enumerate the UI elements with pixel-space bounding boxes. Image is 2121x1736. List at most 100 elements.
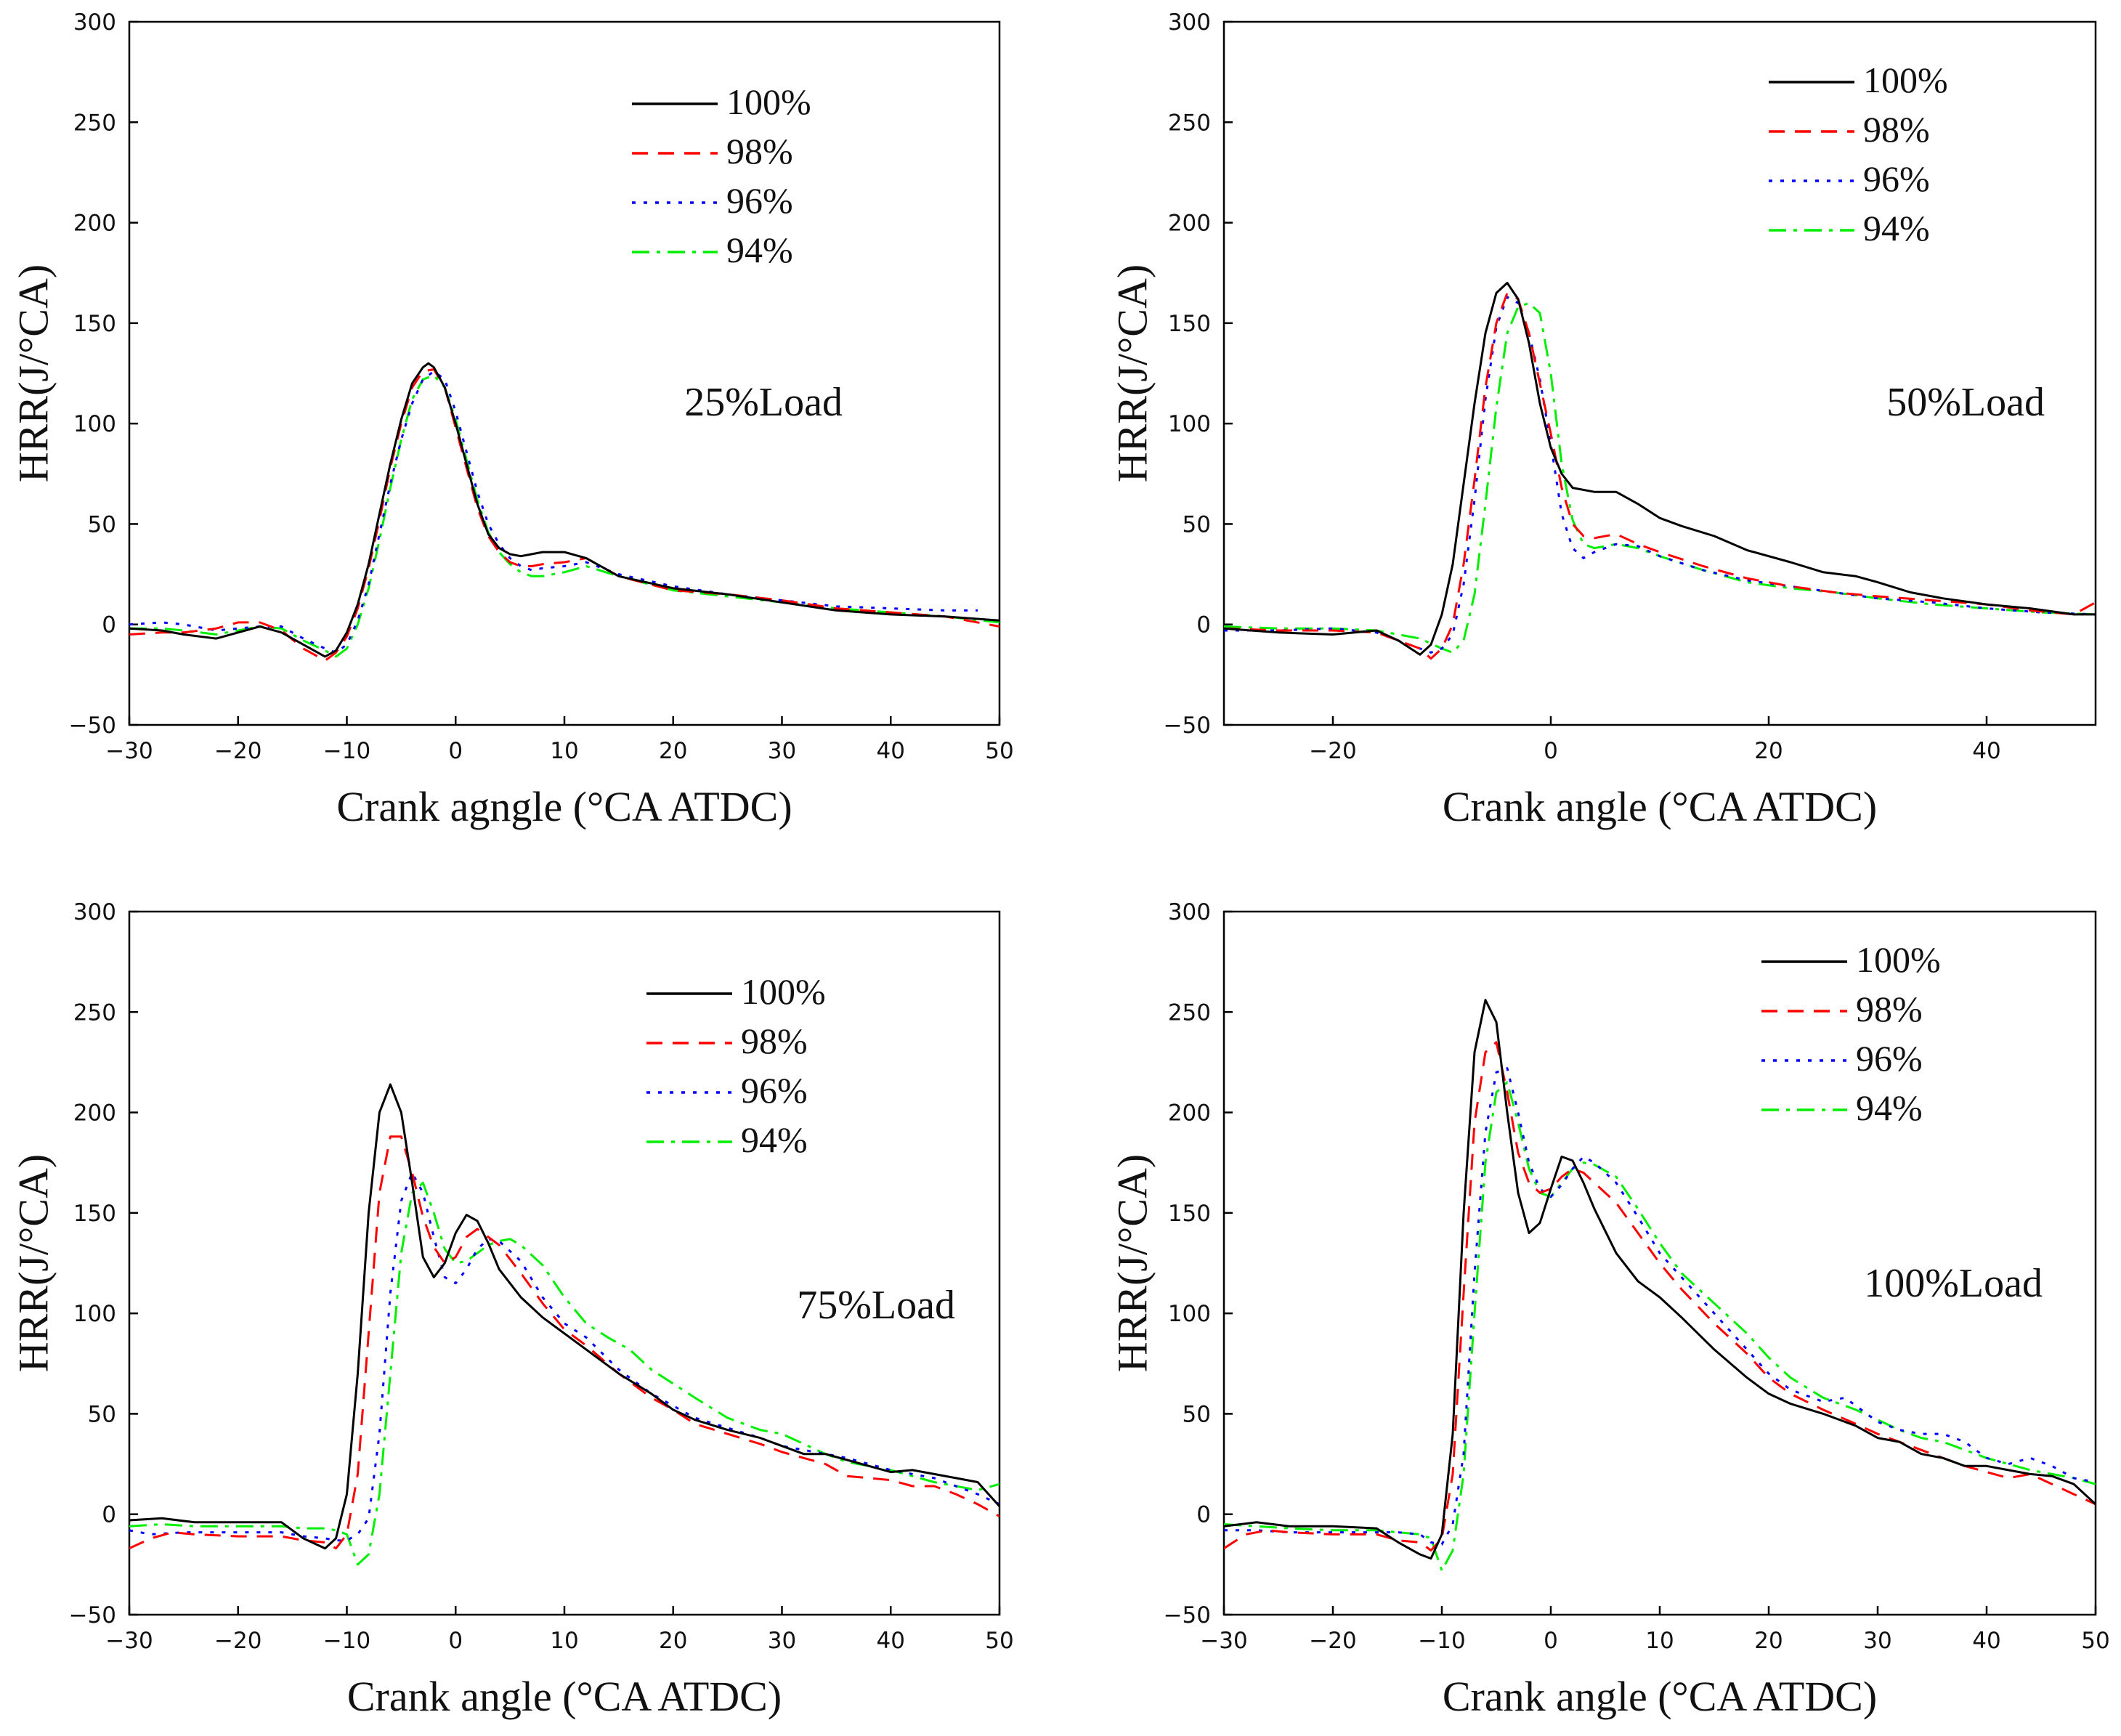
y-axis-label: HRR(J/°CA) (9, 264, 57, 482)
y-tick-label: 50 (88, 511, 116, 538)
x-axis-label: Crank agngle (°CA ATDC) (336, 783, 792, 830)
y-axis-label: HRR(J/°CA) (1108, 1154, 1156, 1372)
x-tick-label: 30 (768, 1628, 796, 1654)
y-tick-label: 250 (73, 999, 116, 1026)
x-tick-label: −30 (105, 738, 153, 764)
legend-label-98: 98% (741, 1021, 808, 1061)
series-line-98 (129, 1135, 999, 1550)
y-tick-label: 100 (1168, 1301, 1211, 1327)
y-tick-label: −50 (69, 713, 116, 739)
y-tick-label: 0 (1196, 1502, 1211, 1528)
x-tick-label: −20 (1309, 1628, 1356, 1654)
series-line-96 (129, 1172, 999, 1542)
x-tick-label: −20 (214, 1628, 261, 1654)
y-tick-label: 300 (73, 899, 116, 925)
y-tick-label: 250 (1168, 999, 1211, 1026)
y-tick-label: 200 (73, 211, 116, 237)
x-tick-label: 0 (1544, 738, 1558, 764)
series-group (1224, 282, 2096, 660)
y-tick-label: 200 (1168, 211, 1211, 237)
x-tick-label: −20 (214, 738, 261, 764)
series-line-98 (129, 368, 999, 662)
x-tick-label: 0 (448, 738, 463, 764)
x-tick-label: 20 (659, 1628, 687, 1654)
x-tick-label: 0 (448, 1628, 463, 1654)
y-tick-label: 150 (73, 311, 116, 337)
y-tick-label: −50 (1164, 1602, 1211, 1628)
y-tick-label: 0 (1196, 612, 1211, 638)
chart-panel-4: −50 0 50 100 150 200 250 300 −30 −20 −10 0 10 20 30 40 5… (1108, 899, 2109, 1720)
legend-label-98: 98% (1863, 109, 1930, 150)
chart-panel-2: −50 0 50 100 150 200 250 300 −20 0 20 40 Crank angle… (1108, 9, 2097, 830)
plot-frame (1222, 20, 2097, 726)
y-tick-label: 50 (88, 1401, 116, 1427)
y-tick-label: 250 (73, 110, 116, 136)
legend-label-94: 94% (1863, 208, 1930, 248)
x-tick-label: 40 (877, 1628, 905, 1654)
series-group (129, 362, 999, 662)
y-tick-label: 150 (73, 1201, 116, 1227)
legend-label-96: 96% (726, 180, 793, 221)
x-tick-label: 20 (1754, 738, 1783, 764)
x-axis-label: Crank angle (°CA ATDC) (1443, 1673, 1877, 1720)
y-tick-label: −50 (1164, 713, 1211, 739)
x-tick-label: 10 (550, 1628, 578, 1654)
legend-label-100: 100% (1856, 939, 1941, 980)
legend-label-100: 100% (741, 971, 826, 1012)
x-tick-label: 20 (1754, 1628, 1783, 1654)
series-group (1224, 999, 2096, 1572)
load-annotation: 25%Load (684, 380, 843, 425)
series-line-100 (129, 1083, 999, 1550)
y-tick-label: 150 (1168, 311, 1211, 337)
series-line-98 (1224, 291, 2096, 660)
y-tick-label: 300 (1168, 899, 1211, 925)
series-line-94 (129, 374, 999, 658)
x-tick-label: −10 (323, 1628, 370, 1654)
x-tick-label: 50 (985, 1628, 1013, 1654)
legend-label-94: 94% (1856, 1087, 1923, 1128)
x-tick-label: −30 (105, 1628, 153, 1654)
x-tick-label: 20 (659, 738, 687, 764)
legend-label-94: 94% (726, 230, 793, 270)
y-axis-label: HRR(J/°CA) (9, 1154, 57, 1372)
x-axis-label: Crank angle (°CA ATDC) (1443, 783, 1877, 830)
legend-label-96: 96% (741, 1070, 808, 1111)
y-tick-label: 50 (1183, 511, 1211, 538)
x-tick-label: −30 (1200, 1628, 1247, 1654)
x-tick-label: 30 (1863, 1628, 1891, 1654)
y-tick-label: 300 (73, 9, 116, 36)
series-group (129, 1083, 999, 1566)
series-line-96 (1224, 1067, 2096, 1546)
plot-frame (128, 910, 1001, 1616)
series-line-96 (1224, 296, 2096, 654)
chart-panel-3: −50 0 50 100 150 200 250 300 −30 −20 −10 0 10 20 30 40 5… (9, 899, 1013, 1720)
y-tick-label: 50 (1183, 1401, 1211, 1427)
y-tick-label: 200 (1168, 1100, 1211, 1127)
series-line-100 (129, 362, 999, 658)
x-tick-label: 50 (2081, 1628, 2109, 1654)
x-tick-label: 40 (1972, 738, 2000, 764)
legend-label-100: 100% (1863, 60, 1948, 100)
legend-label-98: 98% (1856, 989, 1923, 1029)
x-tick-label: 40 (877, 738, 905, 764)
legend-label-96: 96% (1856, 1038, 1923, 1079)
y-tick-label: 200 (73, 1100, 116, 1127)
series-line-94 (129, 1181, 999, 1566)
y-tick-label: −50 (69, 1602, 116, 1628)
series-line-94 (1224, 301, 2096, 654)
x-tick-label: 10 (1645, 1628, 1674, 1654)
y-axis-label: HRR(J/°CA) (1108, 264, 1156, 482)
y-tick-label: 0 (102, 1502, 116, 1528)
plot-frame (128, 20, 1001, 726)
legend-label-100: 100% (726, 81, 811, 122)
series-line-94 (1224, 1081, 2096, 1572)
x-tick-label: −10 (323, 738, 370, 764)
x-tick-label: −10 (1418, 1628, 1465, 1654)
y-tick-label: 100 (73, 411, 116, 437)
x-tick-label: 0 (1544, 1628, 1558, 1654)
load-annotation: 100%Load (1864, 1261, 2043, 1306)
series-line-100 (1224, 999, 2096, 1560)
x-tick-label: −20 (1309, 738, 1356, 764)
legend-label-98: 98% (726, 131, 793, 171)
